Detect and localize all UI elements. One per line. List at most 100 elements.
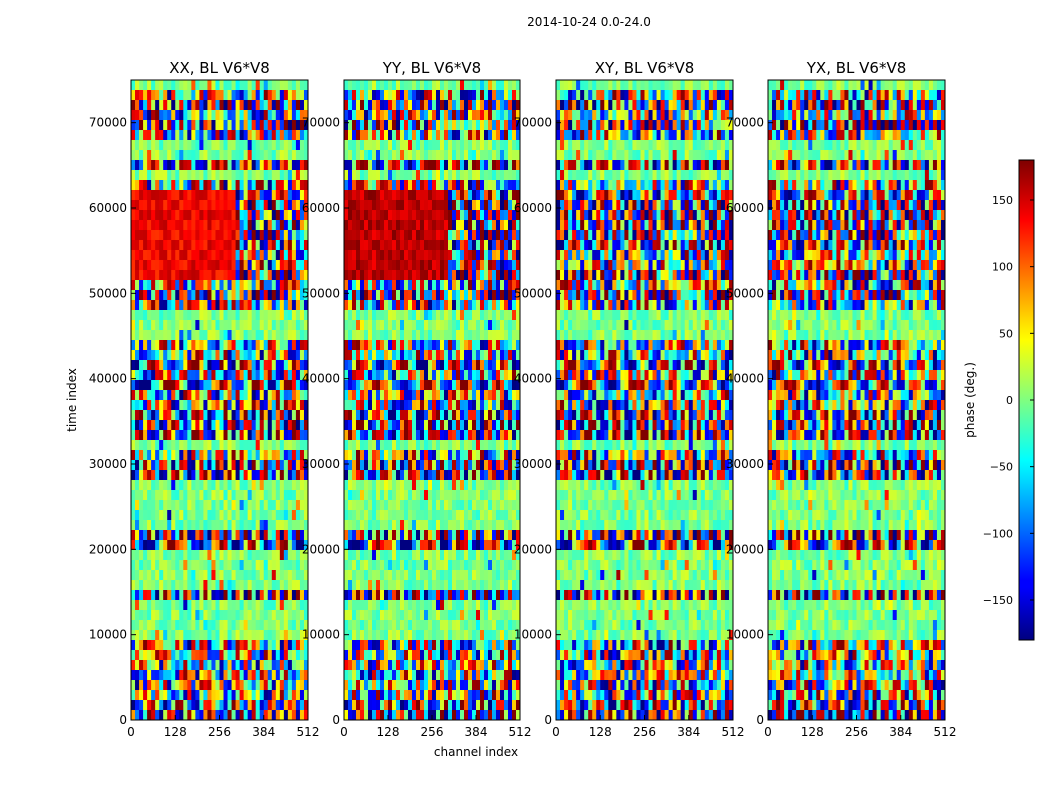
heatmap-cell bbox=[412, 300, 417, 311]
heatmap-cell bbox=[231, 130, 236, 141]
heatmap-cell bbox=[151, 290, 156, 301]
heatmap-cell bbox=[231, 570, 236, 581]
heatmap-cell bbox=[464, 100, 469, 111]
heatmap-cell bbox=[500, 160, 505, 171]
heatmap-cell bbox=[384, 380, 389, 391]
heatmap-cell bbox=[131, 500, 136, 511]
heatmap-cell bbox=[424, 420, 429, 431]
heatmap-cell bbox=[476, 300, 481, 311]
heatmap-cell bbox=[267, 280, 273, 291]
heatmap-cell bbox=[512, 390, 517, 401]
heatmap-cell bbox=[468, 330, 473, 341]
heatmap-cell bbox=[231, 240, 236, 251]
heatmap-cell bbox=[388, 440, 393, 451]
heatmap-cell bbox=[364, 80, 369, 91]
heatmap-cell bbox=[207, 330, 212, 341]
heatmap-cell bbox=[159, 420, 164, 431]
heatmap-cell bbox=[231, 290, 236, 301]
heatmap-cell bbox=[303, 440, 309, 451]
heatmap-cell bbox=[255, 380, 261, 391]
heatmap-cell bbox=[408, 390, 413, 401]
heatmap-cell bbox=[195, 490, 200, 501]
heatmap-cell bbox=[396, 350, 401, 361]
heatmap-cell bbox=[287, 140, 293, 151]
heatmap-cell bbox=[251, 110, 257, 121]
heatmap-cell bbox=[428, 210, 433, 221]
heatmap-cell bbox=[512, 510, 517, 521]
heatmap-cell bbox=[448, 120, 453, 131]
heatmap-cell bbox=[408, 310, 413, 321]
heatmap-cell bbox=[440, 220, 445, 231]
heatmap-cell bbox=[500, 400, 505, 411]
heatmap-cell bbox=[291, 190, 297, 201]
heatmap-cell bbox=[440, 530, 445, 541]
heatmap-cell bbox=[291, 670, 297, 681]
heatmap-cell bbox=[291, 120, 297, 131]
heatmap-cell bbox=[512, 490, 517, 501]
heatmap-cell bbox=[195, 370, 200, 381]
heatmap-cell bbox=[259, 210, 265, 221]
heatmap-cell bbox=[203, 200, 208, 211]
heatmap-cell bbox=[396, 480, 401, 491]
heatmap-cell bbox=[452, 370, 457, 381]
heatmap-cell bbox=[500, 90, 505, 101]
heatmap-cell bbox=[283, 650, 289, 661]
heatmap-cell bbox=[171, 140, 176, 151]
heatmap-cell bbox=[492, 330, 497, 341]
heatmap-cell bbox=[448, 360, 453, 371]
heatmap-cell bbox=[279, 710, 285, 721]
heatmap-cell bbox=[424, 400, 429, 411]
heatmap-cell bbox=[416, 80, 421, 91]
heatmap-cell bbox=[464, 90, 469, 101]
heatmap-cell bbox=[504, 430, 509, 441]
heatmap-cell bbox=[412, 460, 417, 471]
heatmap-cell bbox=[404, 100, 409, 111]
heatmap-cell bbox=[191, 210, 196, 221]
heatmap-cell bbox=[223, 710, 228, 721]
heatmap-cell bbox=[247, 310, 253, 321]
heatmap-cell bbox=[368, 350, 373, 361]
heatmap-cell bbox=[175, 170, 180, 181]
heatmap-cell bbox=[396, 320, 401, 331]
heatmap-cell bbox=[372, 200, 377, 211]
heatmap-cell bbox=[199, 190, 204, 201]
heatmap-cell bbox=[287, 680, 293, 691]
heatmap-cell bbox=[444, 420, 449, 431]
heatmap-cell bbox=[356, 460, 361, 471]
heatmap-cell bbox=[432, 350, 437, 361]
heatmap-cell bbox=[504, 550, 509, 561]
heatmap-cell bbox=[207, 470, 212, 481]
heatmap-cell bbox=[416, 400, 421, 411]
heatmap-cell bbox=[223, 210, 228, 221]
heatmap-cell bbox=[187, 130, 192, 141]
heatmap-cell bbox=[476, 110, 481, 121]
heatmap-cell bbox=[372, 320, 377, 331]
heatmap-cell bbox=[131, 480, 136, 491]
heatmap-cell bbox=[195, 190, 200, 201]
heatmap-cell bbox=[476, 260, 481, 271]
heatmap-cell bbox=[408, 340, 413, 351]
heatmap-cell bbox=[356, 250, 361, 261]
heatmap-cell bbox=[468, 280, 473, 291]
heatmap-cell bbox=[259, 640, 265, 651]
heatmap-cell bbox=[243, 650, 249, 661]
heatmap-cell bbox=[508, 330, 513, 341]
heatmap-cell bbox=[452, 500, 457, 511]
heatmap-cell bbox=[211, 280, 216, 291]
heatmap-cell bbox=[219, 500, 224, 511]
heatmap-cell bbox=[223, 110, 228, 121]
heatmap-cell bbox=[287, 210, 293, 221]
heatmap-cell bbox=[143, 510, 148, 521]
heatmap-cell bbox=[195, 440, 200, 451]
heatmap-cell bbox=[444, 530, 449, 541]
heatmap-cell bbox=[516, 510, 521, 521]
heatmap-cell bbox=[283, 120, 289, 131]
heatmap-cell bbox=[372, 540, 377, 551]
heatmap-cell bbox=[243, 100, 249, 111]
heatmap-cell bbox=[448, 450, 453, 461]
heatmap-cell bbox=[299, 100, 305, 111]
heatmap-cell bbox=[376, 440, 381, 451]
heatmap-cell bbox=[432, 150, 437, 161]
heatmap-cell bbox=[227, 550, 232, 561]
heatmap-cell bbox=[512, 200, 517, 211]
